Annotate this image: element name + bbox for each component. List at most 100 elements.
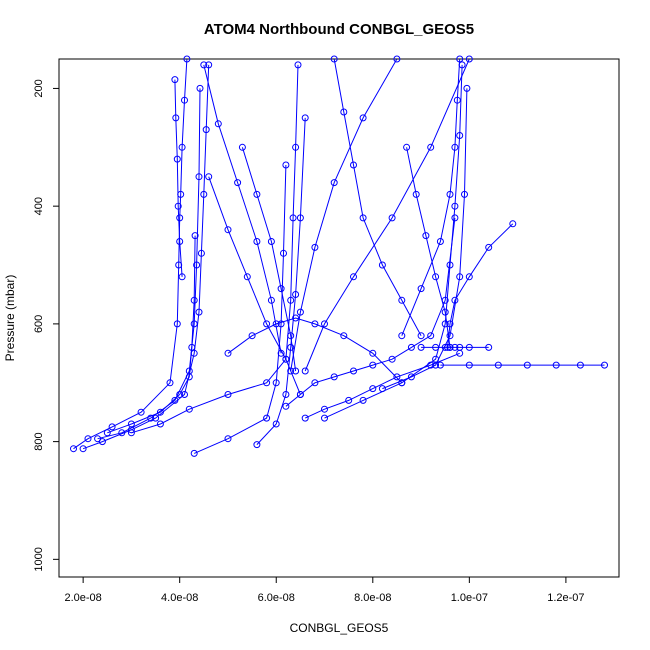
profile-line: [241, 147, 297, 372]
data-point: [393, 373, 401, 381]
data-point: [174, 202, 182, 210]
profile-line: [290, 58, 398, 372]
data-point: [441, 320, 449, 328]
profile-line: [304, 58, 470, 372]
data-point: [156, 408, 164, 416]
data-point: [282, 161, 290, 169]
profile-line: [324, 64, 463, 419]
y-tick-label: 400: [33, 197, 45, 215]
data-point: [436, 361, 444, 369]
data-point: [263, 414, 271, 422]
data-point: [292, 143, 300, 151]
profile-series: [205, 173, 304, 398]
data-point: [267, 296, 275, 304]
profile-series: [253, 114, 309, 449]
data-point: [263, 320, 271, 328]
data-point: [388, 214, 396, 222]
data-point: [330, 373, 338, 381]
data-point: [172, 114, 180, 122]
x-axis: 2.0e-08 4.0e-08 6.0e-08 8.0e-08 1.0e-07 1.2e-…: [64, 577, 585, 604]
y-tick-label: 800: [33, 432, 45, 450]
profile-series: [417, 343, 493, 351]
data-point: [118, 429, 126, 437]
data-point: [427, 332, 435, 340]
data-point: [287, 343, 295, 351]
profile-series: [282, 214, 459, 410]
data-point: [282, 355, 290, 363]
profile-line: [333, 58, 422, 336]
data-point: [446, 261, 454, 269]
data-point: [311, 379, 319, 387]
data-point: [224, 226, 232, 234]
data-point: [294, 61, 302, 69]
data-point: [205, 61, 213, 69]
data-point: [403, 143, 411, 151]
x-tick-label: 1.2e-07: [547, 592, 584, 604]
data-point: [451, 343, 459, 351]
data-layer: [70, 55, 608, 457]
plot-frame: [58, 58, 620, 578]
profile-line: [382, 88, 468, 390]
data-point: [350, 273, 357, 281]
data-point: [378, 261, 386, 269]
profile-series: [301, 55, 473, 375]
data-point: [214, 120, 222, 128]
data-point: [311, 320, 319, 328]
data-point: [456, 55, 464, 63]
y-tick-label: 200: [33, 79, 45, 97]
data-point: [253, 190, 261, 198]
data-point: [193, 261, 201, 269]
data-point: [185, 405, 193, 413]
data-point: [127, 429, 135, 437]
data-point: [388, 355, 396, 363]
y-axis: 200 400 600 800 1000: [33, 79, 59, 572]
data-point: [407, 343, 415, 351]
data-point: [176, 391, 184, 398]
data-point: [451, 202, 459, 210]
data-point: [436, 238, 444, 245]
data-point: [417, 285, 425, 293]
data-point: [224, 391, 232, 398]
profile-series: [287, 55, 401, 375]
data-point: [465, 55, 473, 63]
chart-title: ATOM4 Northbound CONBGL_GEOS5: [204, 21, 474, 38]
data-point: [359, 396, 367, 404]
profile-line: [401, 58, 461, 336]
data-point: [156, 420, 164, 428]
profile-series: [444, 220, 517, 351]
data-point: [289, 214, 297, 222]
data-point: [287, 332, 295, 340]
data-point: [321, 414, 328, 422]
data-point: [463, 84, 471, 92]
data-point: [248, 332, 256, 340]
data-point: [398, 379, 406, 387]
data-point: [393, 55, 401, 63]
profile-line: [406, 147, 451, 348]
data-point: [287, 296, 295, 304]
data-point: [84, 435, 92, 443]
data-point: [287, 367, 295, 375]
data-point: [190, 296, 198, 304]
data-point: [243, 273, 251, 281]
data-point: [94, 435, 102, 443]
data-point: [446, 332, 454, 340]
data-point: [427, 143, 435, 151]
data-point: [185, 373, 193, 381]
data-point: [224, 349, 232, 357]
data-point: [369, 349, 377, 357]
profile-series: [224, 314, 406, 387]
data-point: [446, 343, 454, 351]
profile-line: [304, 352, 460, 419]
data-point: [601, 361, 608, 369]
data-point: [200, 190, 208, 198]
profile-series: [301, 349, 464, 422]
data-point: [277, 285, 285, 293]
data-point: [79, 445, 87, 453]
data-point: [188, 343, 196, 351]
data-point: [190, 320, 198, 328]
data-point: [485, 243, 493, 251]
data-point: [301, 414, 309, 422]
data-point: [238, 143, 246, 151]
data-point: [340, 332, 348, 340]
data-point: [173, 155, 181, 163]
